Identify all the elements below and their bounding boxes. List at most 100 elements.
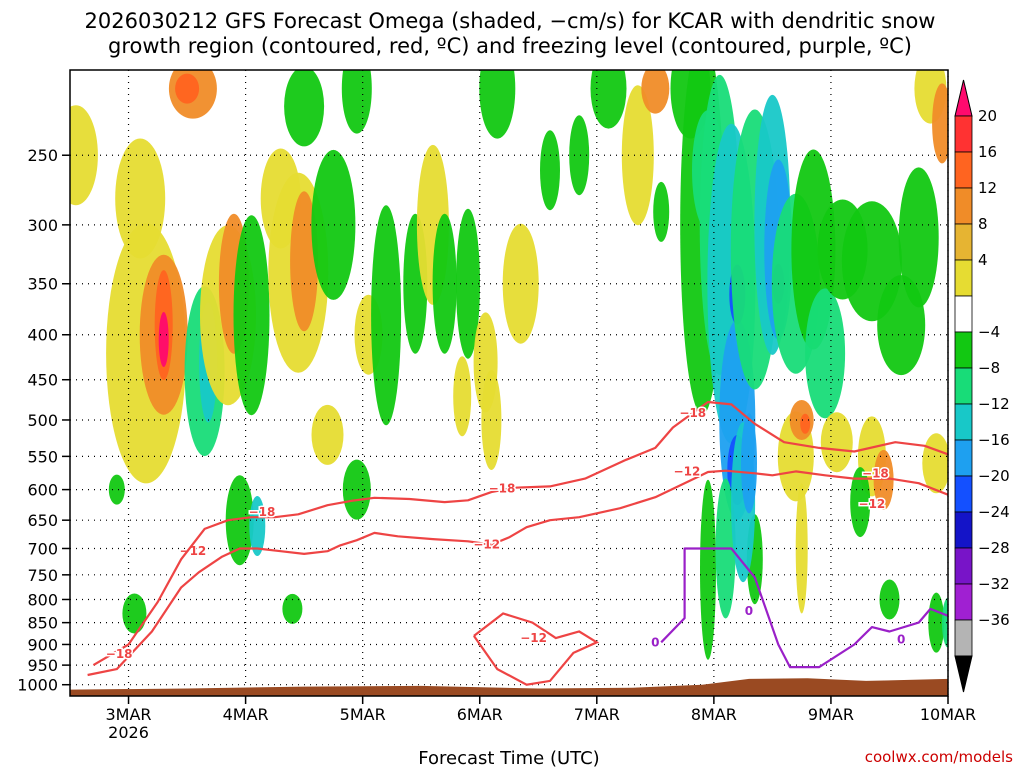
omega-patch [898, 167, 939, 308]
colorbar-swatch [954, 187, 973, 225]
omega-patch [850, 467, 871, 538]
watermark: coolwx.com/models [865, 748, 1013, 766]
y-tick-label: 600 [27, 481, 58, 500]
omega-patch [641, 70, 670, 114]
colorbar-label: −16 [978, 431, 1010, 449]
y-tick-label: 250 [27, 146, 58, 165]
x-tick-label: 6MAR [457, 705, 503, 724]
contour-line [660, 547, 948, 669]
y-tick-label: 800 [27, 590, 58, 609]
x-tick-label: 5MAR [340, 705, 386, 724]
colorbar-swatch [954, 115, 973, 153]
omega-patch [932, 83, 948, 164]
omega-patch [225, 475, 254, 566]
colorbar-label: 16 [978, 143, 997, 161]
colorbar-swatch [954, 223, 973, 261]
omega-patch [805, 288, 846, 419]
colorbar-label: −32 [978, 575, 1010, 593]
y-tick-label: 850 [27, 614, 58, 633]
omega-patch [284, 70, 325, 147]
omega-patch [922, 433, 948, 494]
chart-title-line1: 2026030212 GFS Forecast Omega (shaded, −… [85, 9, 936, 33]
omega-patch [70, 105, 98, 206]
omega-patch [249, 496, 266, 556]
x-tick-label: 9MAR [808, 705, 854, 724]
contour-label: −12 [859, 497, 886, 511]
colorbar-arrow-bottom [954, 655, 973, 693]
y-tick-label: 650 [27, 511, 58, 530]
omega-patch [540, 130, 560, 211]
colorbar-label: −4 [978, 323, 1000, 341]
omega-patch [741, 413, 757, 514]
omega-patch [432, 213, 457, 354]
y-axis: 250 300 350 400 450 500 550 600 650 700 750 800 850 9… [17, 146, 70, 695]
omega-patch [800, 413, 811, 434]
ground-terrain [70, 678, 948, 696]
x-axis-title: Forecast Time (UTC) [418, 748, 599, 768]
omega-patch [879, 579, 900, 620]
contour-line [473, 612, 600, 686]
colorbar-label: 20 [978, 107, 997, 125]
omega-patch [479, 70, 516, 139]
omega-patch [341, 70, 372, 134]
contour-label: −12 [674, 464, 701, 478]
contour-label: 0 [651, 635, 659, 649]
colorbar-label: 12 [978, 179, 997, 197]
omega-patch [590, 70, 627, 129]
y-tick-label: 350 [27, 275, 58, 294]
omega-patch [108, 474, 125, 505]
colorbar-swatch [954, 259, 973, 297]
omega-patch [653, 181, 670, 242]
contour-label: −18 [249, 505, 276, 519]
y-tick-label: 400 [27, 326, 58, 345]
y-tick-label: 750 [27, 566, 58, 585]
contour-line [87, 469, 948, 677]
omega-patch [700, 479, 716, 660]
plot-frame [69, 69, 949, 697]
omega-patch [311, 149, 356, 300]
colorbar-label: 4 [978, 251, 988, 269]
x-tick-label: 3MAR [106, 705, 152, 724]
x-tick-label: 8MAR [691, 705, 737, 724]
contour-label: 0 [897, 632, 905, 646]
omega-patch [122, 593, 147, 634]
omega-patch [311, 404, 344, 465]
omega-patch [942, 597, 948, 648]
omega-patch [621, 85, 654, 226]
colorbar-swatch [954, 295, 973, 333]
x-tick-label: 4MAR [223, 705, 269, 724]
contour-label: −12 [520, 631, 547, 645]
colorbar-swatch [954, 583, 973, 621]
x-tick-label: 7MAR [574, 705, 620, 724]
y-tick-label: 700 [27, 539, 58, 558]
omega-patch [453, 356, 472, 437]
omega-patch [158, 312, 169, 367]
colorbar-swatch [954, 511, 973, 549]
y-tick-label: 500 [27, 411, 58, 430]
omega-patch [290, 191, 319, 332]
colorbar-label: −20 [978, 467, 1010, 485]
omega-patch [820, 412, 853, 473]
contour-label: 0 [745, 604, 753, 618]
colorbar-label: −12 [978, 395, 1010, 413]
colorbar-arrow-top [954, 79, 973, 117]
y-tick-label: 1000 [17, 676, 58, 695]
omega-patch [282, 593, 303, 624]
colorbar: 20 16 12 8 4 −4 −8 −12 −16 −20 −24 −28 −32 −36 [954, 79, 1010, 693]
colorbar-swatch [954, 439, 973, 477]
colorbar-swatch [954, 331, 973, 369]
colorbar-swatch [954, 151, 973, 189]
x-tick-sublabel: 2026 [108, 723, 149, 742]
omega-patch [371, 205, 402, 426]
chart-title-line2: growth region (contoured, red, ºC) and f… [108, 34, 912, 58]
contour-label: −18 [679, 406, 706, 420]
colorbar-label: −28 [978, 539, 1010, 557]
contour-label: −18 [106, 647, 133, 661]
colorbar-swatch [954, 475, 973, 513]
omega-patch [456, 208, 480, 359]
contour-label: −12 [473, 538, 500, 552]
omega-patch [233, 215, 270, 416]
